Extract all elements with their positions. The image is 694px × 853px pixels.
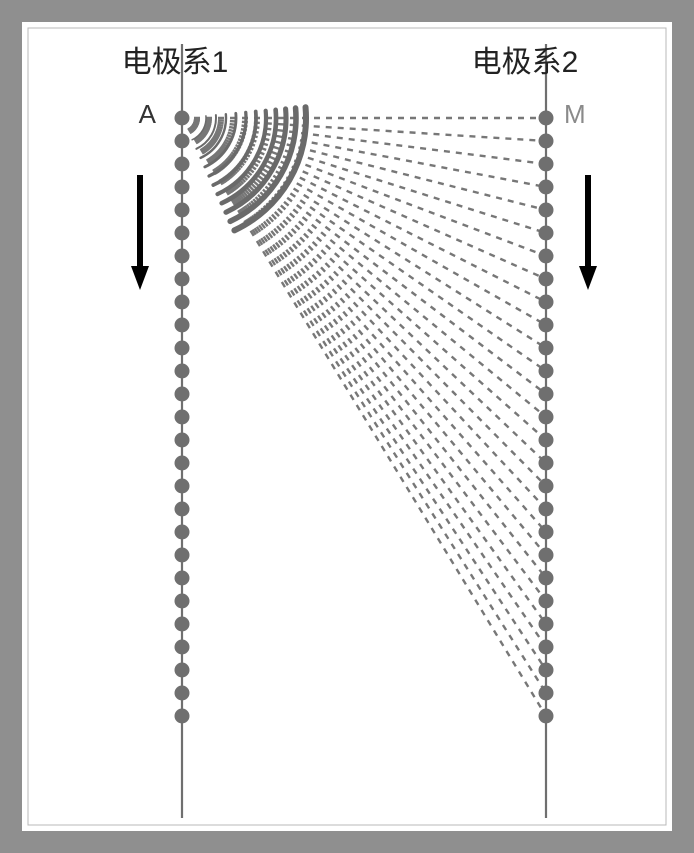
right-electrode-dot <box>539 249 554 264</box>
left-electrode-dot <box>175 203 190 218</box>
left-electrode-dot <box>175 249 190 264</box>
left-electrode-dot <box>175 364 190 379</box>
right-electrode-dot <box>539 548 554 563</box>
right-electrode-dot <box>539 686 554 701</box>
node-label-A: A <box>139 99 157 129</box>
right-electrode-dot <box>539 502 554 517</box>
right-electrode-dot <box>539 640 554 655</box>
right-electrode-title: 电极系2 <box>472 46 579 79</box>
node-label-M: M <box>564 99 586 129</box>
right-electrode-dot <box>539 341 554 356</box>
diagram-container: 电极系1 电极系2 A M <box>0 0 694 853</box>
left-electrode-dot <box>175 709 190 724</box>
right-electrode-dot <box>539 295 554 310</box>
left-electrode-dot <box>175 640 190 655</box>
right-electrode-dot <box>539 594 554 609</box>
left-electrode-dot <box>175 410 190 425</box>
left-electrode-dot <box>175 387 190 402</box>
right-electrode-dot <box>539 617 554 632</box>
right-electrode-dot <box>539 111 554 126</box>
left-electrode-dot <box>175 157 190 172</box>
left-electrode-dot <box>175 318 190 333</box>
canvas-bg <box>0 0 694 853</box>
left-electrode-dot <box>175 341 190 356</box>
electrode-diagram-svg: 电极系1 电极系2 A M <box>0 0 694 853</box>
left-electrode-dot <box>175 433 190 448</box>
left-electrode-dot <box>175 502 190 517</box>
right-electrode-dot <box>539 157 554 172</box>
frame-layer <box>0 0 694 853</box>
right-electrode-dot <box>539 272 554 287</box>
right-electrode-dot <box>539 134 554 149</box>
right-electrode-dot <box>539 709 554 724</box>
left-electrode-dot <box>175 272 190 287</box>
right-electrode-dot <box>539 479 554 494</box>
left-electrode-dot <box>175 456 190 471</box>
right-electrode-dot <box>539 525 554 540</box>
left-electrode-dot <box>175 617 190 632</box>
left-electrode-dot <box>175 525 190 540</box>
left-electrode-dot <box>175 686 190 701</box>
right-electrode-dot <box>539 410 554 425</box>
right-electrode-dot <box>539 456 554 471</box>
right-electrode-dot <box>539 226 554 241</box>
right-electrode-dot <box>539 203 554 218</box>
left-electrode-dot <box>175 663 190 678</box>
left-electrode-dot <box>175 479 190 494</box>
right-electrode-dot <box>539 387 554 402</box>
right-electrode-dot <box>539 318 554 333</box>
left-electrode-title: 电极系1 <box>122 46 229 79</box>
left-electrode-dot <box>175 134 190 149</box>
left-electrode-dot <box>175 571 190 586</box>
right-electrode-dot <box>539 364 554 379</box>
left-electrode-dot <box>175 594 190 609</box>
right-electrode-dot <box>539 663 554 678</box>
right-electrode-dot <box>539 180 554 195</box>
left-electrode-dot <box>175 226 190 241</box>
left-electrode-dot <box>175 295 190 310</box>
right-electrode-dot <box>539 571 554 586</box>
right-electrode-dot <box>539 433 554 448</box>
left-electrode-dot <box>175 111 190 126</box>
left-electrode-dot <box>175 548 190 563</box>
left-electrode-dot <box>175 180 190 195</box>
